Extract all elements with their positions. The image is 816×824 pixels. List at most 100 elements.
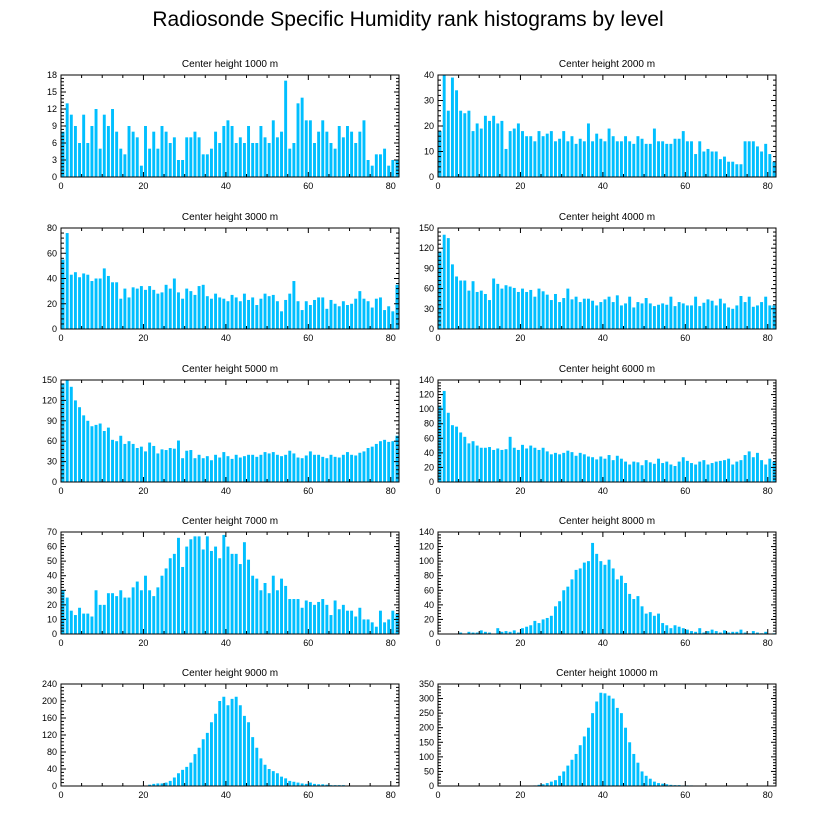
histogram-bar	[516, 632, 520, 634]
histogram-bar	[177, 537, 180, 634]
histogram-bar	[636, 302, 640, 329]
histogram-bar	[218, 457, 222, 482]
histogram-bar	[463, 280, 467, 329]
y-tick-label: 3	[52, 155, 57, 165]
histogram-panel: Center height 10000 m 0 20 40 60 80 0 50 100 150 2…	[419, 668, 777, 800]
histogram-bar	[541, 619, 545, 634]
histogram-bar	[317, 297, 321, 329]
histogram-bar	[496, 628, 500, 634]
histogram-bar	[731, 464, 735, 482]
histogram-bar	[442, 234, 446, 329]
histogram-bar	[98, 423, 102, 482]
histogram-bar	[512, 447, 516, 482]
histogram-bar	[308, 451, 312, 482]
y-tick-label: 240	[42, 679, 57, 689]
y-tick-label: 0	[52, 477, 57, 487]
histogram-bar	[558, 601, 562, 634]
histogram-bar	[61, 131, 65, 177]
histogram-bar	[313, 143, 316, 177]
histogram-bar	[73, 615, 77, 634]
x-tick-label: 60	[680, 638, 690, 648]
histogram-bar	[164, 782, 168, 786]
histogram-bar	[619, 141, 623, 177]
histogram-bar	[690, 305, 693, 329]
plot-frame	[437, 683, 777, 787]
histogram-bar	[98, 278, 102, 329]
histogram-bar	[743, 632, 747, 634]
y-tick-label: 100	[419, 404, 434, 414]
histogram-bar	[218, 558, 222, 634]
y-tick-label: 0	[429, 477, 434, 487]
histogram-bar	[591, 457, 595, 482]
histogram-bar	[337, 457, 341, 482]
histogram-bar	[98, 148, 102, 177]
histogram-bar	[743, 141, 747, 177]
histogram-bar	[259, 454, 263, 482]
histogram-bar	[603, 458, 607, 482]
histogram-bar	[710, 629, 714, 634]
histogram-bar	[156, 293, 160, 329]
histogram-bar	[238, 457, 242, 482]
x-tick-label: 80	[386, 333, 396, 343]
histogram-bar	[362, 451, 366, 482]
x-tick-label: 60	[680, 486, 690, 496]
histogram-bar	[706, 299, 710, 329]
histogram-bar	[366, 301, 370, 329]
y-tick-label: 60	[47, 248, 57, 258]
histogram-bar	[329, 454, 333, 482]
histogram-bar	[321, 456, 325, 482]
histogram-bar	[768, 154, 772, 177]
histogram-bar	[251, 297, 255, 329]
x-tick-label: 0	[435, 638, 440, 648]
histogram-bar	[681, 303, 685, 329]
histogram-bar	[723, 630, 726, 634]
histogram-bar	[152, 289, 156, 329]
histogram-bar	[263, 764, 267, 786]
histogram-bar	[280, 456, 283, 482]
histogram-bar	[735, 461, 739, 482]
histogram-bar	[611, 302, 615, 329]
histogram-bar	[119, 435, 123, 482]
histogram-bar	[508, 436, 512, 482]
x-tick-label: 40	[598, 333, 608, 343]
histogram-bar	[698, 461, 702, 482]
histogram-bar	[446, 110, 450, 177]
histogram-bar	[591, 141, 595, 177]
histogram-bar	[263, 583, 267, 634]
x-tick-label: 0	[58, 333, 63, 343]
histogram-bar	[706, 148, 710, 177]
histogram-bar	[383, 439, 387, 482]
x-tick-label: 20	[515, 486, 525, 496]
histogram-bar	[657, 141, 660, 177]
y-tick-label: 300	[419, 694, 434, 704]
histogram-bar	[280, 776, 283, 786]
histogram-bar	[197, 137, 201, 177]
panel-title: Center height 10000 m	[556, 668, 658, 679]
histogram-bar	[718, 632, 722, 634]
histogram-bar	[591, 713, 595, 786]
histogram-bar	[300, 310, 304, 329]
histogram-bar	[578, 302, 582, 329]
y-tick-label: 100	[419, 752, 434, 762]
histogram-bar	[521, 444, 524, 482]
histogram-bar	[685, 141, 689, 177]
histogram-bar	[636, 596, 640, 634]
histogram-bar	[321, 599, 325, 634]
histogram-bar	[242, 715, 246, 786]
histogram-bar	[471, 131, 475, 177]
histogram-bar	[255, 143, 259, 177]
histogram-bar	[115, 596, 119, 634]
histogram-bar	[450, 425, 454, 482]
histogram-bar	[378, 297, 382, 329]
y-tick-label: 140	[419, 375, 434, 385]
histogram-bar	[275, 590, 279, 634]
histogram-bar	[148, 148, 152, 177]
histogram-bar	[673, 465, 677, 482]
histogram-bar	[521, 628, 524, 634]
histogram-bar	[521, 131, 524, 177]
histogram-bar	[504, 285, 508, 329]
histogram-bar	[570, 579, 574, 634]
histogram-bar	[652, 615, 656, 634]
histogram-bar	[102, 268, 106, 329]
histogram-bar	[760, 151, 764, 177]
